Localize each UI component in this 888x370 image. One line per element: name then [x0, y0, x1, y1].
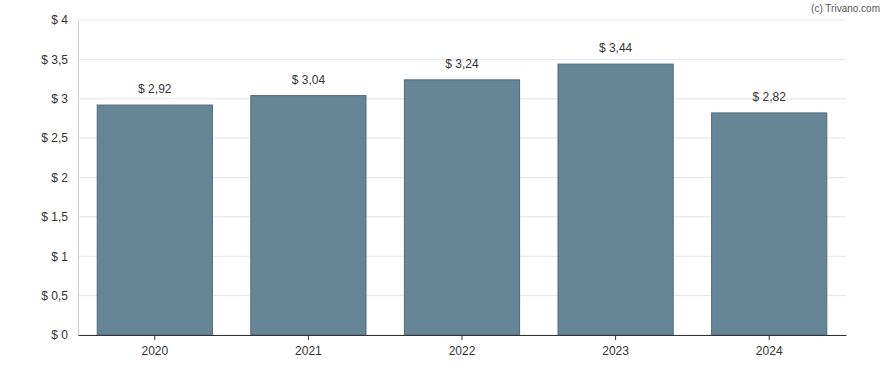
bar [404, 80, 519, 335]
x-tick-mark [462, 335, 463, 340]
x-axis: 2020 2021 2022 2023 2024 [79, 335, 847, 358]
y-tick-label: $ 1 [51, 250, 68, 264]
x-tick: 2021 [295, 335, 322, 358]
x-tick-mark [308, 335, 309, 340]
x-tick-mark [769, 335, 770, 340]
y-tick-label: $ 4 [51, 13, 68, 27]
bar [251, 96, 366, 335]
y-tick: $ 3 [51, 92, 78, 106]
annotation: (c) Trivano.com [811, 3, 880, 14]
y-tick: $ 1,5 [41, 210, 78, 224]
grid [78, 20, 846, 335]
y-tick-label: $ 3,5 [41, 53, 68, 67]
bars [97, 64, 827, 335]
data-label: $ 2,92 [138, 82, 172, 96]
x-tick: 2023 [602, 335, 629, 358]
data-labels: $ 2,92 $ 3,04 $ 3,24 $ 3,44 $ 2,82 [138, 41, 786, 104]
x-tick: 2022 [449, 335, 476, 358]
y-tick: $ 2,5 [41, 131, 78, 145]
y-tick-label: $ 0,5 [41, 289, 68, 303]
y-tick: $ 0,5 [41, 289, 78, 303]
data-label: $ 2,82 [753, 90, 787, 104]
x-tick-label: 2020 [141, 344, 168, 358]
y-tick: $ 0 [51, 328, 78, 342]
y-tick: $ 1 [51, 250, 78, 264]
y-axis-line [78, 21, 79, 336]
bar [712, 113, 827, 335]
grid-line [78, 20, 846, 21]
y-tick-label: $ 2 [51, 171, 68, 185]
y-tick-label: $ 1,5 [41, 210, 68, 224]
y-tick: $ 4 [51, 13, 78, 27]
y-tick-label: $ 0 [51, 328, 68, 342]
y-tick-label: $ 3 [51, 92, 68, 106]
x-tick-label: 2023 [602, 344, 629, 358]
data-label: $ 3,04 [292, 73, 326, 87]
data-label: $ 3,44 [599, 41, 633, 55]
x-tick: 2020 [141, 335, 168, 358]
x-tick: 2024 [756, 335, 783, 358]
x-tick-label: 2024 [756, 344, 783, 358]
x-tick-mark [154, 335, 155, 340]
bar [97, 105, 212, 335]
chart: $ 0$ 0,5$ 1$ 1,5$ 2$ 2,5$ 3$ 3,5$ 420202… [0, 0, 888, 370]
y-tick: $ 2 [51, 171, 78, 185]
y-tick: $ 3,5 [41, 53, 78, 67]
x-tick-label: 2021 [295, 344, 322, 358]
x-tick-mark [615, 335, 616, 340]
x-tick-label: 2022 [449, 344, 476, 358]
bar [558, 64, 673, 335]
y-tick-label: $ 2,5 [41, 131, 68, 145]
y-axis: $ 0 $ 0,5 $ 1 $ 1,5 $ 2 $ 2,5 $ 3 $ 3,5 $ 4 [41, 13, 78, 342]
data-label: $ 3,24 [445, 57, 479, 71]
